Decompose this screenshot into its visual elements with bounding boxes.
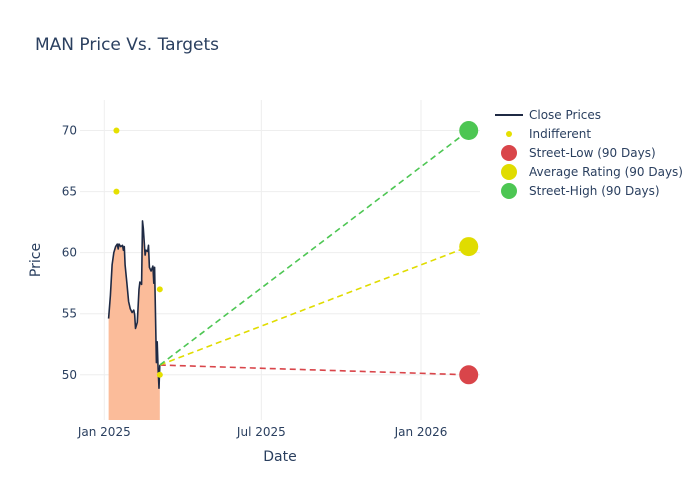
x-tick-label: Jan 2025 — [77, 425, 131, 439]
street-low-target-marker — [459, 365, 479, 385]
legend-swatch-marker — [501, 145, 517, 161]
indifferent-marker — [113, 188, 120, 195]
x-tick-label: Jul 2025 — [236, 425, 286, 439]
indifferent-marker — [156, 286, 163, 293]
legend-label: Street-Low (90 Days) — [529, 146, 656, 160]
street-low-target-line — [159, 364, 469, 376]
x-tick-label: Jan 2026 — [394, 425, 448, 439]
y-tick-label: 65 — [62, 185, 77, 199]
y-tick-label: 50 — [62, 368, 77, 382]
indifferent-marker — [113, 127, 120, 134]
legend-label: Close Prices — [529, 108, 601, 122]
y-tick-label: 60 — [62, 246, 77, 260]
average-rating-target-marker — [459, 237, 479, 257]
legend-label: Street-High (90 Days) — [529, 184, 660, 198]
y-tick-label: 55 — [62, 307, 77, 321]
close-price-area — [108, 220, 160, 420]
y-axis-title: Price — [28, 243, 44, 277]
plot-layer — [107, 121, 479, 420]
chart-title: MAN Price Vs. Targets — [35, 35, 219, 55]
street-high-target-marker — [459, 121, 479, 141]
y-tick-label: 70 — [62, 124, 77, 138]
legend[interactable]: Close Prices Indifferent Street-Low (90 Da… — [495, 108, 683, 199]
average-rating-target-line — [159, 245, 470, 366]
street-high-target-line — [159, 129, 470, 366]
legend-swatch-marker — [501, 183, 517, 199]
indifferent-marker — [156, 371, 163, 378]
legend-label: Indifferent — [529, 127, 591, 141]
legend-swatch-marker — [506, 131, 512, 137]
legend-swatch-marker — [501, 164, 517, 180]
x-axis-title: Date — [263, 449, 296, 465]
axis-layer: 50 55 60 65 70 Jan 2025 Jul 2025 Jan 2026 — [62, 124, 448, 439]
legend-label: Average Rating (90 Days) — [529, 165, 683, 179]
close-price-line — [107, 220, 161, 389]
